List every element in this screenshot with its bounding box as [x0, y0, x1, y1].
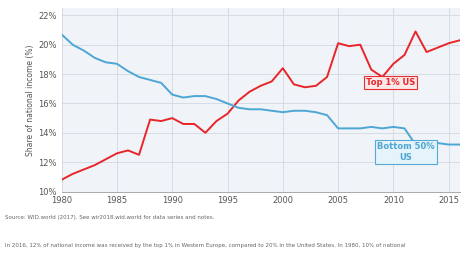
Text: Source: WID.world (2017). See wir2018.wid.world for data series and notes.: Source: WID.world (2017). See wir2018.wi…	[5, 215, 214, 221]
Text: In 2016, 12% of national income was received by the top 1% in Western Europe, co: In 2016, 12% of national income was rece…	[5, 243, 405, 248]
Text: Top 1% US: Top 1% US	[366, 78, 415, 87]
Text: Bottom 50%
US: Bottom 50% US	[377, 142, 435, 161]
Y-axis label: Share of national income (%): Share of national income (%)	[27, 44, 36, 156]
